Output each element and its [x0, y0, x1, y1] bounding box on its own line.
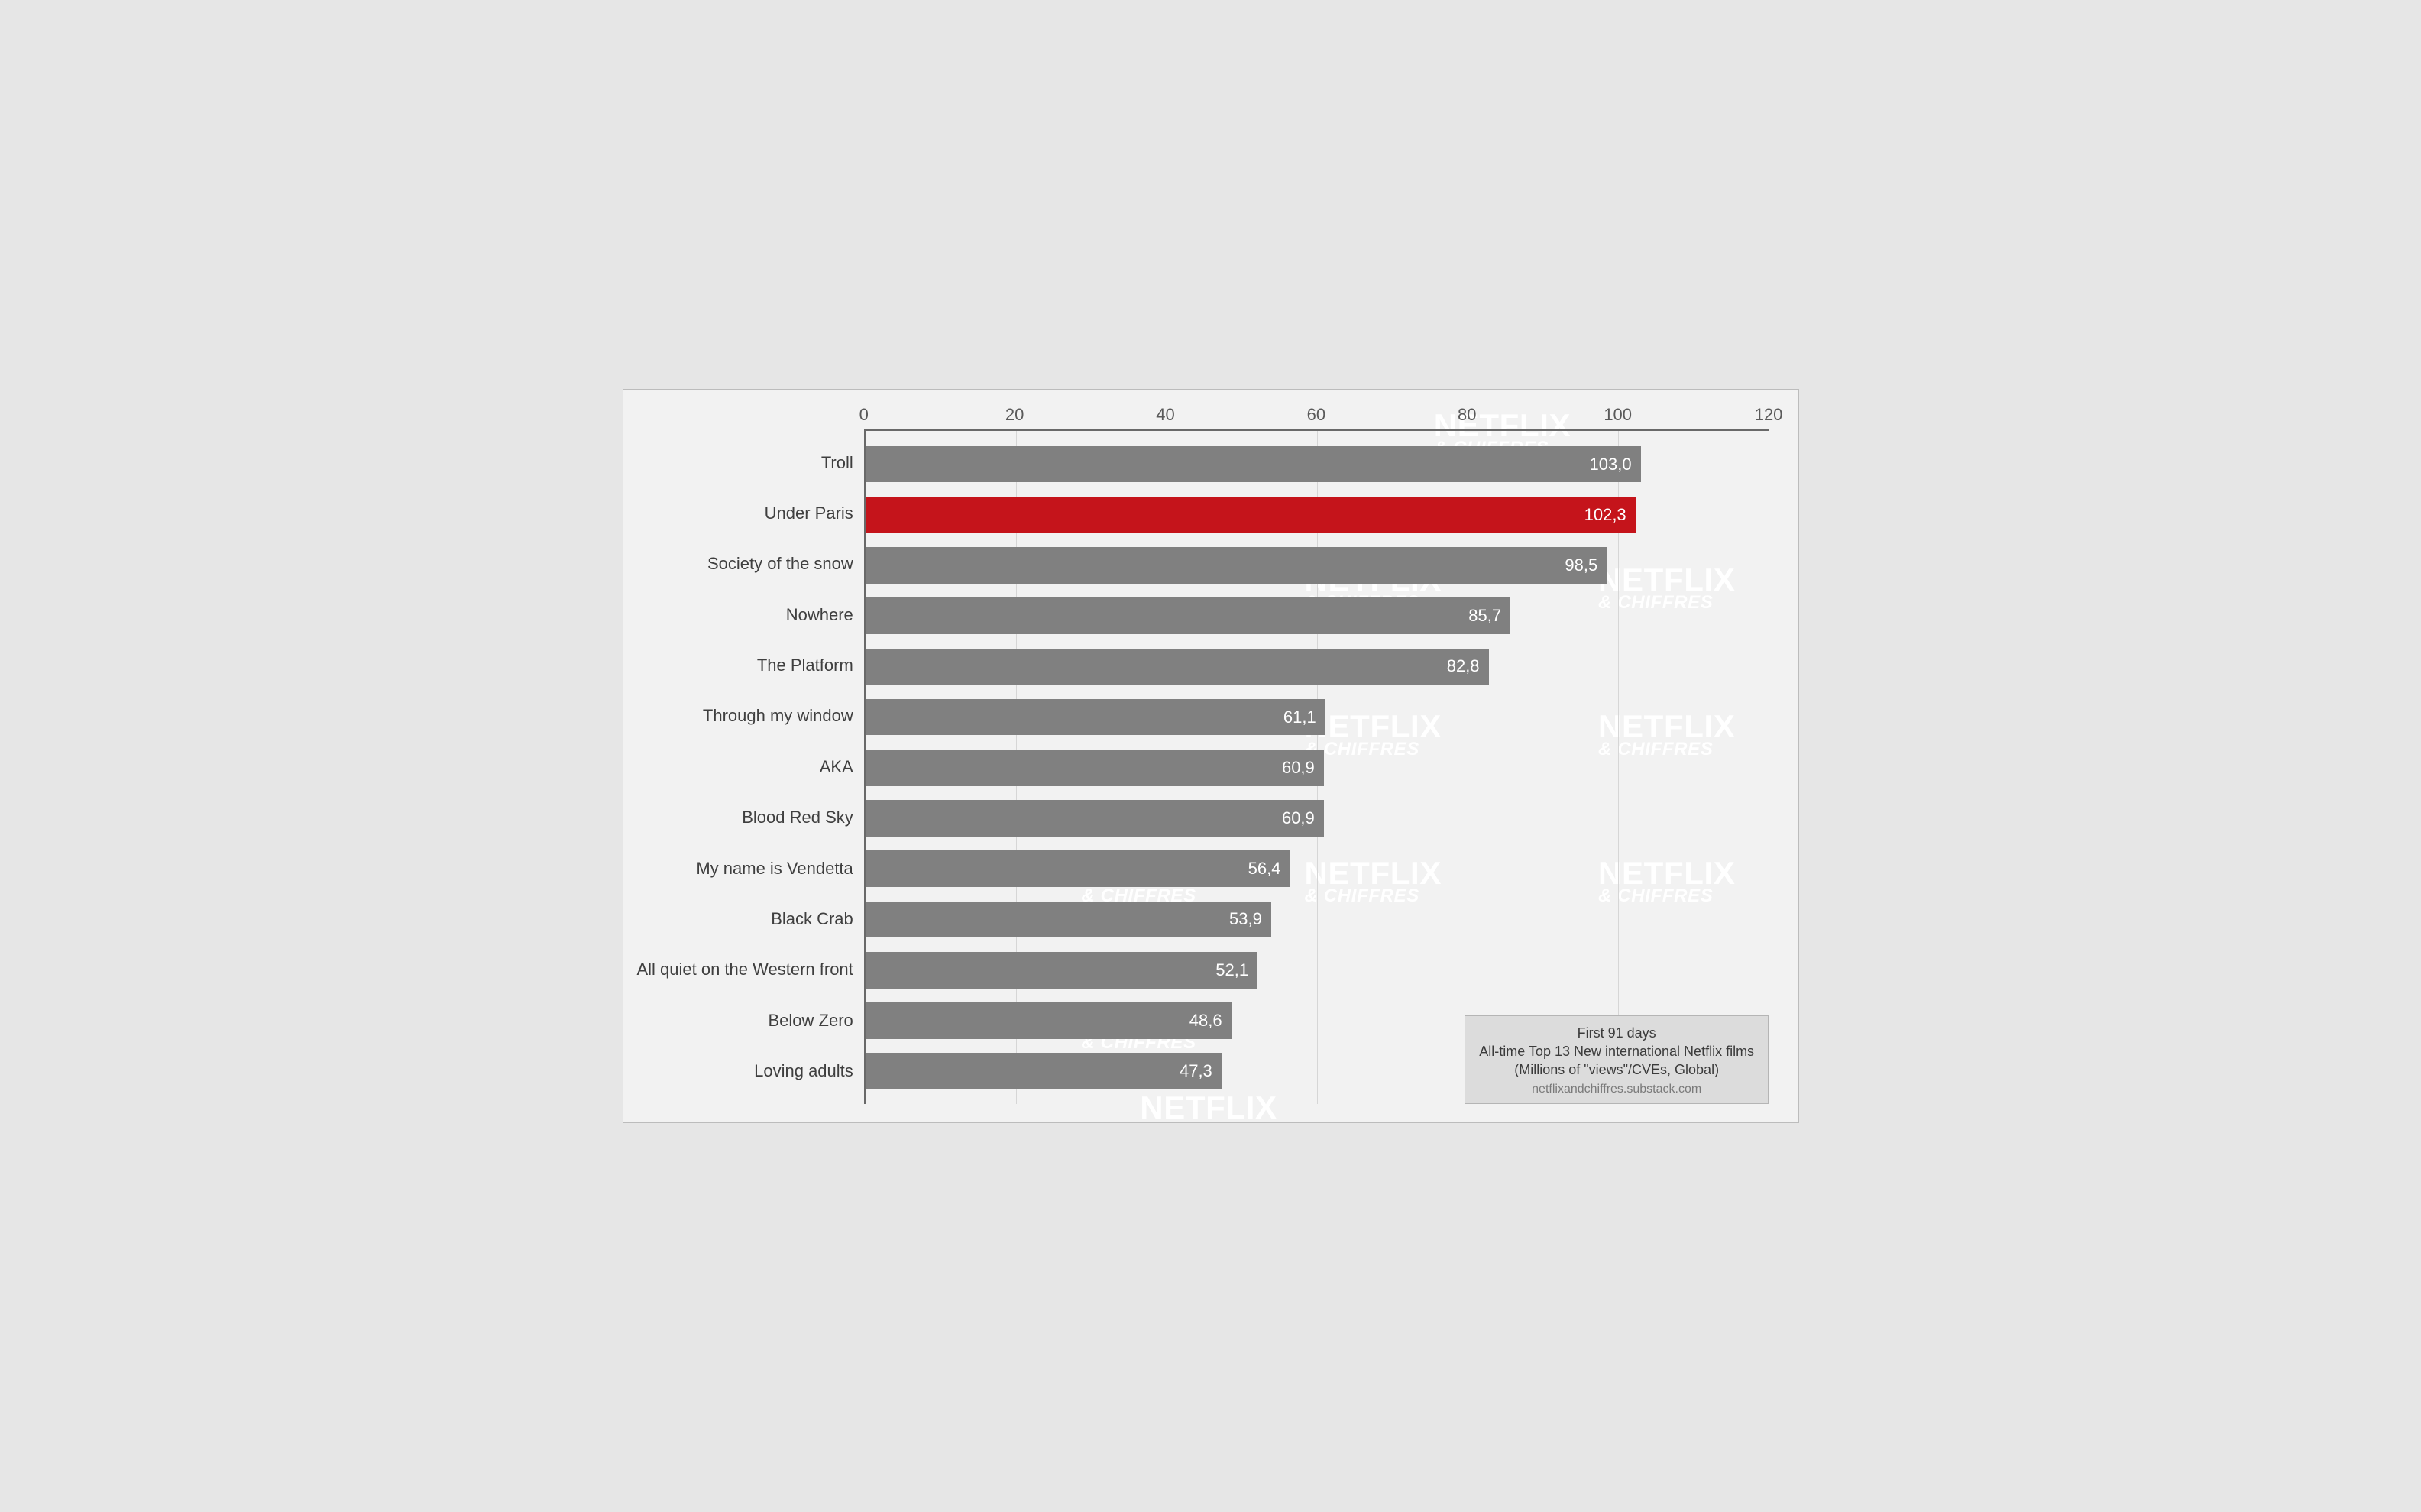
- bar-row: 103,0: [866, 439, 1769, 489]
- bar-row: 56,4: [866, 843, 1769, 894]
- bar: 60,9: [866, 750, 1324, 786]
- x-tick: 80: [1458, 405, 1476, 425]
- y-label: My name is Vendetta: [623, 843, 864, 893]
- bar: 56,4: [866, 850, 1290, 887]
- y-label: Blood Red Sky: [623, 792, 864, 843]
- bar-row: 53,9: [866, 894, 1769, 944]
- bar: 53,9: [866, 902, 1271, 938]
- caption-line-3: (Millions of "views"/CVEs, Global): [1479, 1060, 1754, 1079]
- y-label: Troll: [623, 437, 864, 487]
- bar-value: 61,1: [1283, 707, 1316, 727]
- bar-value: 85,7: [1468, 606, 1501, 626]
- y-label: Society of the snow: [623, 539, 864, 589]
- bar-value: 53,9: [1229, 909, 1262, 929]
- bar-value: 47,3: [1180, 1061, 1212, 1081]
- y-label: Under Paris: [623, 488, 864, 539]
- y-label: AKA: [623, 742, 864, 792]
- y-axis-labels: TrollUnder ParisSociety of the snowNowhe…: [623, 429, 864, 1104]
- bar-row: 102,3: [866, 490, 1769, 540]
- bar: 61,1: [866, 699, 1325, 736]
- x-tick: 60: [1307, 405, 1325, 425]
- y-label: All quiet on the Western front: [623, 944, 864, 995]
- bar-highlight: 102,3: [866, 497, 1636, 533]
- x-axis: 020406080100120: [864, 390, 1769, 430]
- bar: 98,5: [866, 547, 1607, 584]
- bar-value: 98,5: [1565, 555, 1597, 575]
- bar-value: 48,6: [1189, 1011, 1222, 1031]
- y-label: Nowhere: [623, 590, 864, 640]
- bar-value: 52,1: [1215, 960, 1248, 980]
- caption-line-2: All-time Top 13 New international Netfli…: [1479, 1042, 1754, 1060]
- bar-row: 82,8: [866, 641, 1769, 691]
- bar-value: 60,9: [1282, 808, 1315, 828]
- bar-value: 56,4: [1248, 859, 1281, 879]
- bar-row: 85,7: [866, 591, 1769, 641]
- bar-value: 82,8: [1447, 656, 1480, 676]
- bar-row: 98,5: [866, 540, 1769, 591]
- bar: 60,9: [866, 800, 1324, 837]
- x-tick: 100: [1604, 405, 1632, 425]
- y-label: Black Crab: [623, 894, 864, 944]
- bar: 82,8: [866, 649, 1489, 685]
- bar-value: 102,3: [1584, 505, 1626, 525]
- bar: 85,7: [866, 597, 1510, 634]
- x-tick: 120: [1755, 405, 1783, 425]
- caption-source: netflixandchiffres.substack.com: [1479, 1081, 1754, 1098]
- bar-value: 103,0: [1590, 455, 1632, 474]
- caption-box: First 91 days All-time Top 13 New intern…: [1465, 1015, 1769, 1104]
- x-tick: 0: [859, 405, 869, 425]
- y-label: Below Zero: [623, 996, 864, 1046]
- bar-row: 60,9: [866, 793, 1769, 843]
- y-label: The Platform: [623, 640, 864, 691]
- y-label: Loving adults: [623, 1046, 864, 1096]
- plot-area: 103,0 102,3 98,5 85,7 82,8 61,1 60,9 60,9 56,4 53…: [864, 429, 1769, 1104]
- bar-row: 52,1: [866, 945, 1769, 996]
- bar: 47,3: [866, 1053, 1222, 1089]
- chart-frame: NETFLIX& CHIFFRESNETFLIX& CHIFFRESNETFLI…: [623, 389, 1799, 1124]
- bar-row: 60,9: [866, 743, 1769, 793]
- caption-line-1: First 91 days: [1479, 1024, 1754, 1042]
- bar-value: 60,9: [1282, 758, 1315, 778]
- bar-row: 61,1: [866, 692, 1769, 743]
- watermark-line-2: & CHIFFRES: [1140, 1122, 1277, 1124]
- bars-container: 103,0 102,3 98,5 85,7 82,8 61,1 60,9 60,9 56,4 53…: [866, 431, 1769, 1104]
- x-tick: 40: [1156, 405, 1174, 425]
- x-tick: 20: [1005, 405, 1024, 425]
- bar: 52,1: [866, 952, 1257, 989]
- bar: 48,6: [866, 1002, 1232, 1039]
- y-label: Through my window: [623, 691, 864, 741]
- bar: 103,0: [866, 446, 1641, 483]
